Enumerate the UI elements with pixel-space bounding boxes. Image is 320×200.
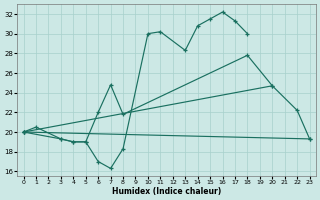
X-axis label: Humidex (Indice chaleur): Humidex (Indice chaleur) xyxy=(112,187,221,196)
